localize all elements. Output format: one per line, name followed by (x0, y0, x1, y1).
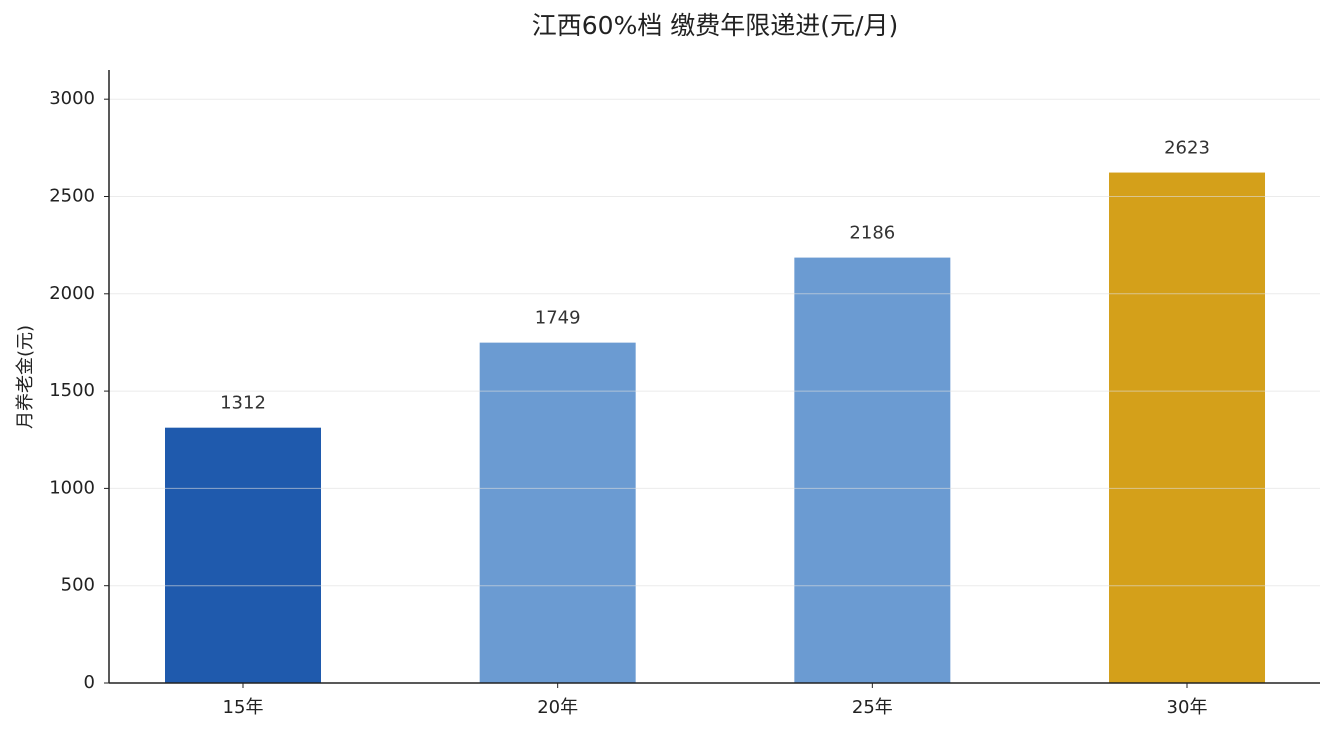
x-tick-label: 30年 (1167, 697, 1208, 718)
bar (165, 427, 321, 683)
value-label: 1312 (220, 393, 266, 414)
x-tick-label: 15年 (223, 697, 264, 718)
y-axis-label: 月养老金(元) (15, 325, 36, 429)
y-tick-label: 1000 (49, 477, 95, 498)
y-tick-label: 500 (61, 575, 95, 596)
bar (479, 342, 636, 683)
y-tick-label: 3000 (49, 88, 95, 109)
y-tick-label: 0 (84, 672, 95, 693)
value-label: 2623 (1164, 138, 1210, 159)
x-tick-label: 25年 (852, 697, 893, 718)
y-tick-label: 1500 (49, 380, 95, 401)
x-tick-label: 20年 (537, 697, 578, 718)
y-tick-label: 2000 (49, 283, 95, 304)
value-label: 2186 (849, 223, 895, 244)
y-tick-label: 2500 (49, 185, 95, 206)
chart-title: 江西60%档 缴费年限递进(元/月) (532, 11, 898, 40)
bar (794, 257, 951, 683)
value-label: 1749 (535, 308, 581, 329)
bar (1109, 172, 1266, 683)
